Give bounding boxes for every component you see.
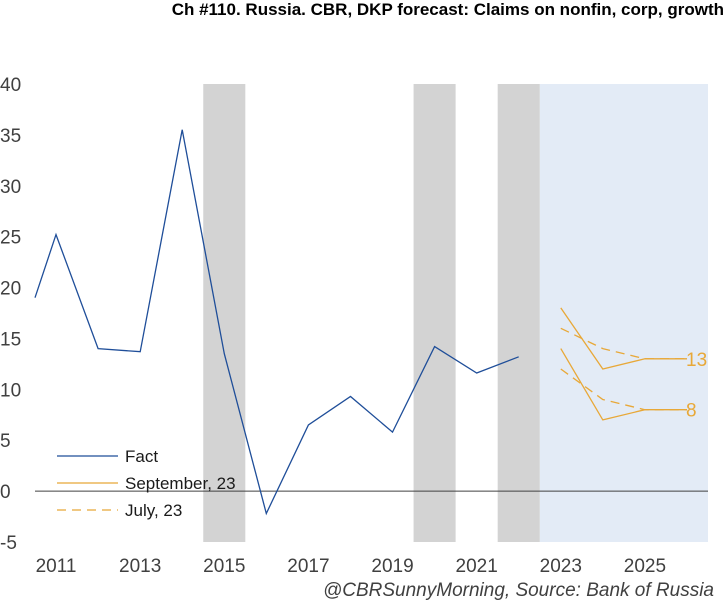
y-tick-label: 25 [0,228,21,249]
y-tick-label: 20 [0,279,21,300]
x-tick-label: 2025 [624,556,666,577]
series-line-july-23-1 [560,327,687,360]
shaded-period-1 [203,84,246,542]
y-tick-label: 0 [0,482,11,503]
y-tick-label: 40 [0,75,21,96]
x-tick-label: 2017 [287,556,329,577]
y-tick-label: 15 [0,329,21,350]
x-tick-label: 2015 [203,556,245,577]
legend-label: September, 23 [125,474,236,493]
legend-label: Fact [125,447,158,466]
y-tick-label: 10 [0,380,21,401]
y-tick-label: -5 [0,533,17,554]
x-tick-label: 2023 [540,556,582,577]
forecast-period-band [539,84,708,542]
series-lines [34,129,687,516]
end-label-13: 13 [686,350,707,371]
end-label-8: 8 [686,401,697,422]
shaded-period-2 [413,84,456,542]
x-tick-label: 2013 [119,556,161,577]
y-tick-label: 30 [0,177,21,198]
y-tick-label: 5 [0,431,11,452]
x-tick-label: 2021 [456,556,498,577]
legend-label: July, 23 [125,501,182,520]
x-axis-tick-labels: 2011 2013 2015 2017 2019 2021 2023 2025 [36,556,666,577]
x-tick-label: 2019 [371,556,413,577]
forecast-area [539,84,708,542]
recession-shading [203,84,540,542]
y-tick-label: 35 [0,126,21,147]
chart-title: Ch #110. Russia. CBR, DKP forecast: Clai… [171,0,724,19]
x-tick-label: 2011 [36,556,77,577]
chart-source: @CBRSunnyMorning, Source: Bank of Russia [322,580,714,601]
y-axis-tick-labels: -5 0 5 10 15 20 25 30 35 40 [0,75,21,554]
series-line-september-23-2 [560,348,687,421]
end-labels: 13 8 [686,350,707,422]
series-line-fact [34,129,519,516]
shaded-period-3 [497,84,540,542]
legend: Fact September, 23 July, 23 [57,447,236,520]
